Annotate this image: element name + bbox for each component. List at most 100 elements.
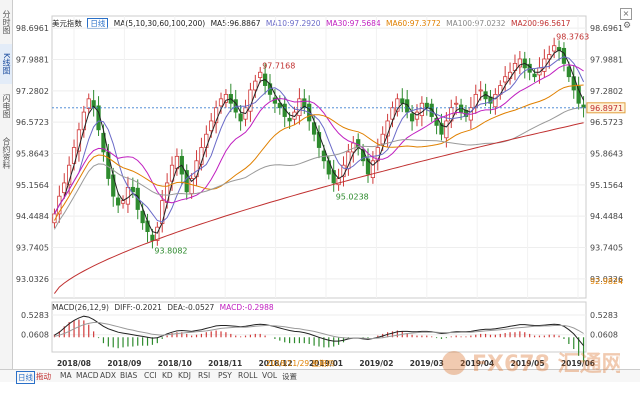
- side-tab-flash[interactable]: 闪电图: [2, 94, 11, 118]
- candle-body: [547, 54, 552, 60]
- candle-body: [272, 97, 278, 104]
- candle-body: [566, 66, 571, 78]
- indicator-bias[interactable]: BIAS: [120, 371, 138, 380]
- candle-body: [140, 210, 145, 224]
- x-tick-label: 2019/03: [410, 359, 444, 368]
- candle-body: [277, 102, 282, 109]
- ma5-line: [53, 49, 585, 234]
- x-tick-label: 2019/04: [460, 359, 494, 368]
- indicator-adx[interactable]: ADX: [100, 371, 117, 380]
- y-tick-label-left: 96.5723: [16, 118, 49, 127]
- candle-body: [434, 117, 439, 126]
- bottom-right-label: 92.9824: [590, 277, 623, 286]
- indicator-ma[interactable]: MA: [60, 371, 72, 380]
- side-tab-kline[interactable]: K线图: [0, 44, 12, 84]
- indicator-kd[interactable]: KD: [162, 371, 173, 380]
- settings-button[interactable]: 设置: [282, 372, 297, 381]
- side-tab-panel: 分时图 K线图 闪电图 合约资料: [0, 0, 13, 370]
- macd-value: MACD:-0.2988: [219, 303, 274, 312]
- price-annotation: 97.7168: [262, 62, 295, 71]
- x-tick-label: 2018/09: [107, 359, 141, 368]
- ma30-line: [53, 64, 584, 215]
- main-plot-frame: [51, 15, 587, 299]
- candle-body: [414, 111, 420, 120]
- macd-dea-value: DEA:-0.0527: [167, 303, 215, 312]
- indicator-rsi[interactable]: RSI: [198, 371, 211, 380]
- ma5-value: MA5:96.8867: [210, 19, 261, 28]
- side-tab-contract-info[interactable]: 合约资料: [2, 137, 11, 169]
- candle-body: [297, 98, 302, 117]
- candle-body: [238, 113, 243, 122]
- candle-body: [493, 93, 498, 108]
- indicator-kdj[interactable]: KDJ: [178, 371, 191, 380]
- candle-body: [439, 123, 444, 135]
- candle-body: [429, 103, 434, 117]
- indicator-vol[interactable]: VOL: [262, 371, 278, 380]
- indicator-macd[interactable]: MACD: [76, 371, 99, 380]
- period-button[interactable]: 日线: [16, 371, 35, 384]
- price-annotation: 93.8082: [154, 247, 187, 256]
- y-tick-label-left: 93.0326: [16, 275, 49, 284]
- macd-tick-label-right: 0.0608: [590, 331, 618, 340]
- close-icon[interactable]: ×: [620, 8, 632, 20]
- candle-body: [552, 45, 557, 52]
- candle-body: [454, 102, 459, 105]
- candle-body: [116, 197, 121, 206]
- y-tick-label-right: 95.1564: [590, 181, 623, 190]
- ma60-line: [53, 84, 584, 221]
- date-highlight: 2018/11/29 星期四: [266, 359, 334, 368]
- ma200-line: [54, 122, 584, 294]
- x-tick-label: 2018/10: [158, 359, 192, 368]
- dif-line: [54, 315, 584, 347]
- y-tick-label-right: 96.5723: [590, 118, 623, 127]
- y-tick-label-right: 97.9881: [590, 56, 623, 65]
- y-tick-label-right: 98.6961: [590, 24, 623, 33]
- macd-tick-label-left: 0.5283: [21, 311, 49, 320]
- gear-icon[interactable]: ⚙: [622, 21, 632, 31]
- indicator-psy[interactable]: PSY: [218, 371, 232, 380]
- y-tick-label-left: 94.4484: [16, 212, 49, 221]
- candle-body: [169, 164, 175, 182]
- indicator-roll[interactable]: ROLL: [238, 371, 258, 380]
- ma10-line: [53, 56, 585, 223]
- y-tick-label-left: 98.6961: [16, 24, 49, 33]
- ma30-value: MA30:97.5684: [325, 19, 381, 28]
- ma200-value: MA200:96.5617: [510, 19, 571, 28]
- candle-body: [380, 133, 385, 145]
- macd-legend: MACD(26,12,9) DIFF:-0.2021 DEA:-0.0527 M…: [52, 303, 277, 312]
- ma100-value: MA100:97.0232: [446, 19, 506, 28]
- candle-body: [478, 89, 483, 92]
- macd-params: MACD(26,12,9): [52, 303, 109, 312]
- candle-body: [150, 234, 155, 241]
- candle-body: [282, 103, 287, 117]
- indicator-cci[interactable]: CCI: [144, 371, 157, 380]
- y-tick-label-right: 95.8643: [590, 150, 623, 159]
- candle-body: [223, 93, 229, 103]
- period-badge[interactable]: 日线: [87, 18, 109, 29]
- x-tick-label: 2019/02: [359, 359, 393, 368]
- y-tick-label-left: 95.8643: [16, 150, 49, 159]
- candle-body: [395, 98, 400, 112]
- candle-body: [253, 80, 258, 91]
- candle-body: [424, 102, 429, 109]
- macd-dif-value: DIFF:-0.2021: [114, 303, 162, 312]
- y-tick-label-left: 95.1564: [16, 181, 49, 190]
- side-tab-intraday[interactable]: 分时图: [2, 10, 11, 34]
- macd-tick-label-right: 0.5283: [590, 311, 618, 320]
- candle-body: [145, 220, 150, 233]
- candle-body: [287, 117, 292, 122]
- price-annotation: 95.0238: [336, 193, 369, 202]
- candlestick-chart[interactable]: 98.6961 98.6961 97.9881 97.9881 97.2802 97.28…: [0, 0, 640, 370]
- y-tick-label-right: 97.2802: [590, 87, 623, 96]
- ma60-value: MA60:97.3772: [386, 19, 441, 28]
- candle-body: [517, 58, 522, 68]
- y-tick-label-left: 97.9881: [16, 56, 49, 65]
- drag-button[interactable]: 拖动: [36, 372, 51, 381]
- candle-body: [106, 151, 111, 179]
- candle-body: [370, 160, 376, 179]
- candle-body: [62, 182, 67, 194]
- candle-body: [400, 98, 405, 104]
- current-price-tag: [586, 102, 626, 114]
- ma10-value: MA10:97.2920: [265, 19, 321, 28]
- x-tick-label: 2018/08: [57, 359, 91, 368]
